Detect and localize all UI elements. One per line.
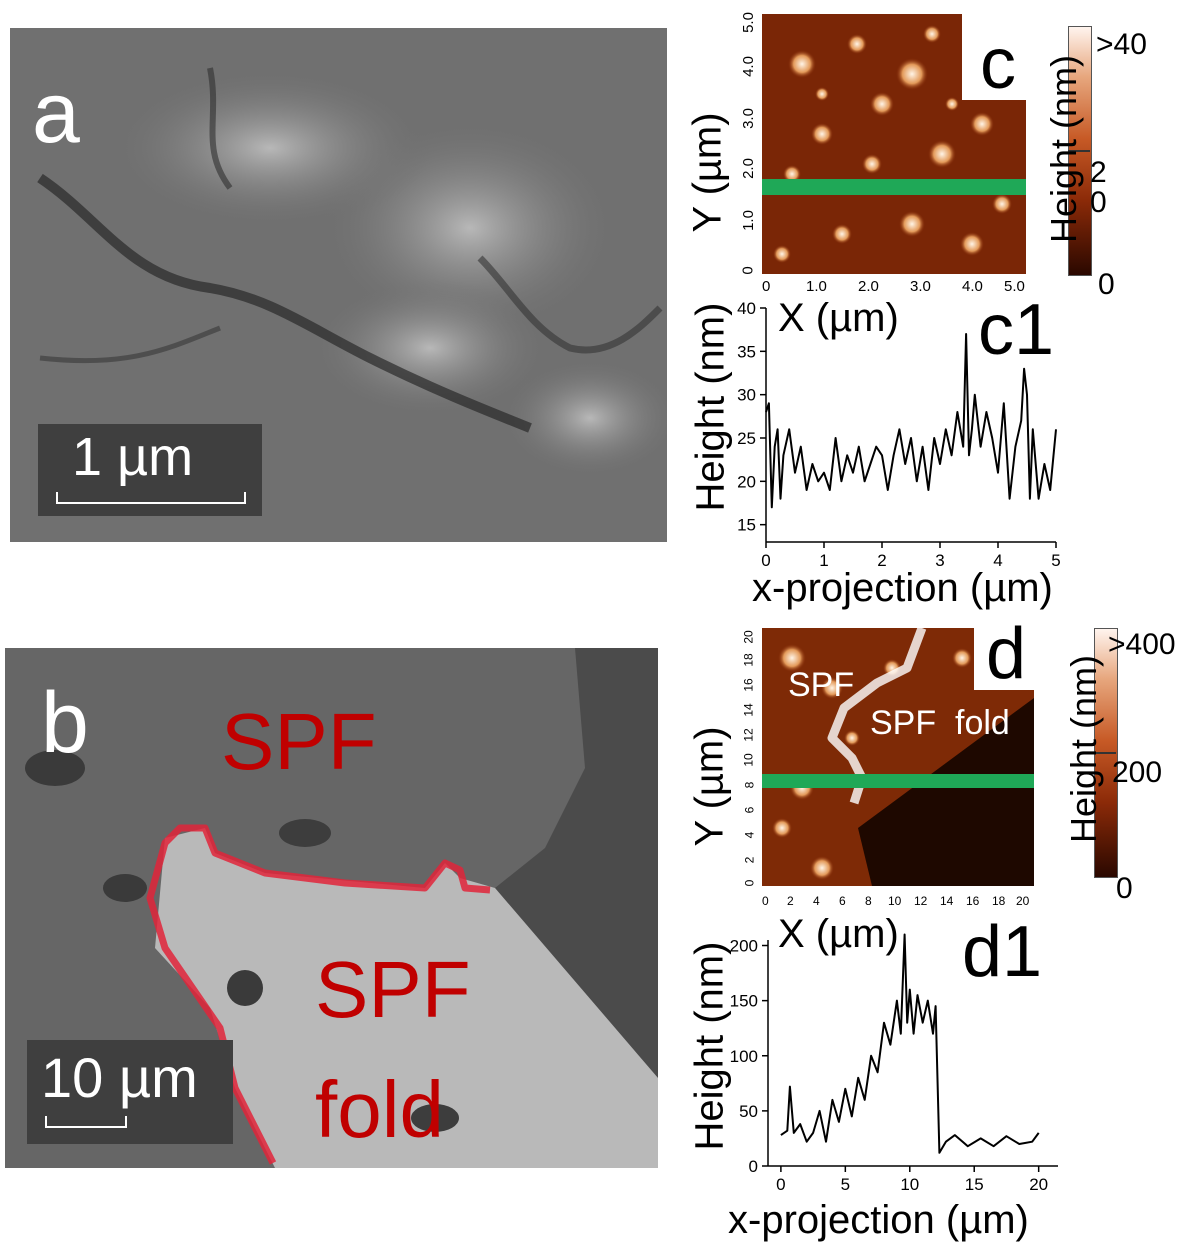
chart-c1-xtick-label-2: 2	[877, 551, 886, 570]
chart-d1-xtick-label-1: 5	[841, 1175, 850, 1194]
panel-b-fold-outline	[146, 824, 491, 1165]
panel-b-fold-label-line2: fold	[315, 1065, 444, 1154]
panel-d-xtick-1: 2	[787, 894, 794, 908]
panel-c-colorbar-top: >40	[1096, 28, 1147, 61]
panel-d-profile-line	[762, 774, 1034, 788]
panel-d-afm-map: d SPF SPF fold	[762, 618, 1034, 886]
panel-d-xtick-2: 4	[813, 894, 820, 908]
chart-c1-ytick-label-1: 20	[737, 472, 756, 491]
chart-d1-xtick-label-3: 15	[965, 1175, 984, 1194]
panel-a-label: a	[32, 65, 80, 161]
panel-a-scale-box: 1 µm	[38, 424, 262, 516]
panel-d-xtick-5: 10	[888, 894, 902, 908]
panel-b-sem-image: b SPF SPF fold 10 µm	[5, 648, 658, 1168]
chart-c1-ytick-label-4: 35	[737, 342, 756, 361]
panel-c-profile-line	[762, 179, 1026, 195]
panel-d-xtick-3: 6	[839, 894, 846, 908]
chart-c1-xtick-label-1: 1	[819, 551, 828, 570]
panel-d-xtick-6: 12	[914, 894, 928, 908]
panel-c-colorbar-mid: 20	[1090, 156, 1107, 219]
panel-d-colorbar-mid: 200	[1112, 756, 1163, 789]
panel-c-xtick-0: 0	[762, 278, 771, 295]
chart-d1-series-line	[780, 933, 1040, 1154]
panel-d-fold-label: SPF fold	[870, 704, 1010, 742]
panel-d-xtick-9: 18	[992, 894, 1006, 908]
panel-b-spf-label: SPF	[221, 697, 377, 786]
panel-a-scale-text: 1 µm	[72, 427, 194, 487]
panel-a-texture	[10, 28, 667, 542]
panel-c-xlabel: X (µm)	[778, 296, 899, 340]
panel-b-fold-label-line1: SPF	[315, 945, 471, 1034]
panel-c-xtick-3: 3.0	[910, 278, 931, 295]
chart-c1-ytick-label-5: 40	[737, 299, 756, 318]
chart-d1-ytick-label-3: 150	[730, 992, 758, 1011]
panel-c-xtick-4: 4.0	[962, 278, 983, 295]
panel-b-label: b	[41, 675, 89, 771]
panel-b-scale-bar	[45, 1116, 127, 1128]
panel-d-xtick-0: 0	[762, 894, 769, 908]
panel-d-xtick-7: 14	[940, 894, 954, 908]
panel-c-xtick-1: 1.0	[806, 278, 827, 295]
panel-d-label-box: d	[974, 618, 1034, 690]
chart-c1-ytick-label-2: 25	[737, 429, 756, 448]
panel-d-colorbar-tick	[1094, 752, 1116, 754]
chart-d1-xtick-label-0: 0	[776, 1175, 785, 1194]
chart-d1-xlabel: x-projection (µm)	[728, 1198, 1029, 1242]
panel-a-scale-bar	[56, 492, 246, 504]
panel-d-xtick-8: 16	[966, 894, 980, 908]
panel-c-label: c	[980, 24, 1016, 104]
panel-b-scale-text: 10 µm	[41, 1046, 198, 1109]
chart-c1-xlabel: x-projection (µm)	[752, 566, 1053, 610]
chart-c1-ytick-label-3: 30	[737, 386, 756, 405]
panel-d-label: d	[986, 614, 1027, 694]
panel-c-afm-map: c	[762, 14, 1026, 274]
chart-c1-xtick-label-3: 3	[935, 551, 944, 570]
chart-c1-ytick-label-0: 15	[737, 516, 756, 535]
panel-a-sem-image: a 1 µm	[10, 28, 667, 542]
panel-d-spf-label: SPF	[788, 666, 855, 704]
chart-d1-ytick-label-0: 0	[749, 1157, 758, 1176]
panel-d-xtick-4: 8	[865, 894, 872, 908]
chart-d1-ytick-label-2: 100	[730, 1047, 758, 1066]
chart-c1-xtick-label-4: 4	[993, 551, 1002, 570]
chart-d1-xtick-label-2: 10	[900, 1175, 919, 1194]
chart-d1-ytick-label-1: 50	[739, 1102, 758, 1121]
chart-c1-xtick-label-0: 0	[761, 551, 770, 570]
panel-c-colorbar-tick	[1068, 150, 1090, 152]
panel-d1-label: d1	[962, 912, 1043, 992]
panel-c-xtick-5: 5.0	[1004, 278, 1025, 295]
chart-c1-series-line	[765, 333, 1057, 509]
panel-d-colorbar-top: >400	[1108, 628, 1176, 661]
panel-d-xlabel: X (µm)	[778, 912, 899, 956]
panel-c-colorbar-bottom: 0	[1098, 268, 1115, 301]
panel-d-afm-texture	[762, 628, 1034, 886]
chart-c1-xtick-label-5: 5	[1051, 551, 1060, 570]
chart-d1-ytick-label-4: 200	[730, 937, 758, 956]
chart-d1-ylabel: Height (nm)	[687, 941, 732, 1151]
panel-d-xtick-10: 20	[1016, 894, 1030, 908]
panel-b-scale-box: 10 µm	[27, 1040, 233, 1144]
panel-c1-label: c1	[978, 290, 1055, 370]
panel-c-xtick-2: 2.0	[858, 278, 879, 295]
chart-d1-xtick-label-4: 20	[1029, 1175, 1048, 1194]
panel-d-colorbar-bottom: 0	[1116, 872, 1133, 905]
panel-c-label-box: c	[962, 14, 1026, 100]
